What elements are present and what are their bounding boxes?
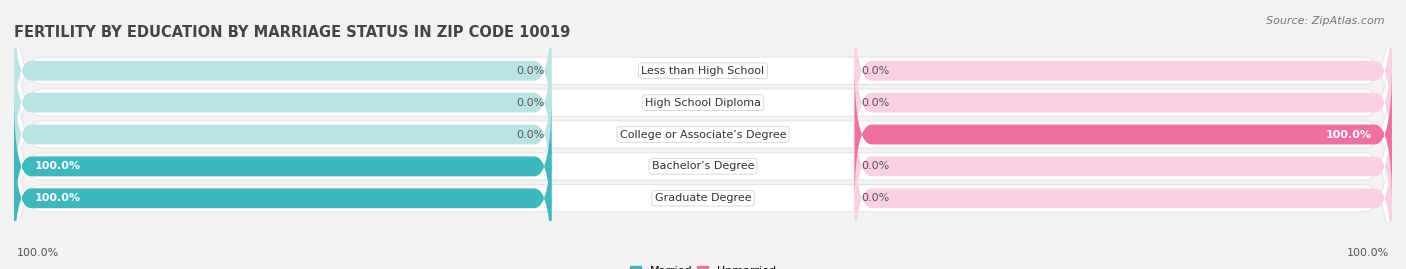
Text: Graduate Degree: Graduate Degree [655, 193, 751, 203]
FancyBboxPatch shape [14, 52, 1392, 269]
Text: 100.0%: 100.0% [1326, 129, 1371, 140]
Text: 0.0%: 0.0% [862, 66, 890, 76]
Text: Bachelor’s Degree: Bachelor’s Degree [652, 161, 754, 171]
Text: 100.0%: 100.0% [1347, 248, 1389, 258]
FancyBboxPatch shape [14, 0, 1392, 217]
FancyBboxPatch shape [855, 65, 1392, 204]
FancyBboxPatch shape [855, 97, 1392, 236]
Text: 0.0%: 0.0% [516, 66, 544, 76]
Text: 0.0%: 0.0% [862, 161, 890, 171]
FancyBboxPatch shape [14, 97, 551, 236]
Text: Less than High School: Less than High School [641, 66, 765, 76]
Text: 0.0%: 0.0% [862, 98, 890, 108]
Text: 0.0%: 0.0% [862, 193, 890, 203]
FancyBboxPatch shape [14, 128, 551, 268]
FancyBboxPatch shape [14, 65, 551, 204]
Text: 100.0%: 100.0% [17, 248, 59, 258]
Text: 0.0%: 0.0% [516, 98, 544, 108]
Legend: Married, Unmarried: Married, Unmarried [626, 261, 780, 269]
Text: 0.0%: 0.0% [516, 129, 544, 140]
Text: Source: ZipAtlas.com: Source: ZipAtlas.com [1267, 16, 1385, 26]
FancyBboxPatch shape [855, 1, 1392, 141]
FancyBboxPatch shape [14, 33, 551, 172]
FancyBboxPatch shape [14, 1, 551, 141]
FancyBboxPatch shape [14, 128, 551, 268]
FancyBboxPatch shape [855, 65, 1392, 204]
Text: College or Associate’s Degree: College or Associate’s Degree [620, 129, 786, 140]
Text: High School Diploma: High School Diploma [645, 98, 761, 108]
FancyBboxPatch shape [14, 84, 1392, 269]
FancyBboxPatch shape [14, 0, 1392, 185]
Text: FERTILITY BY EDUCATION BY MARRIAGE STATUS IN ZIP CODE 10019: FERTILITY BY EDUCATION BY MARRIAGE STATU… [14, 26, 571, 40]
FancyBboxPatch shape [14, 20, 1392, 249]
FancyBboxPatch shape [855, 128, 1392, 268]
Text: 100.0%: 100.0% [35, 193, 80, 203]
FancyBboxPatch shape [855, 33, 1392, 172]
FancyBboxPatch shape [14, 97, 551, 236]
Text: 100.0%: 100.0% [35, 161, 80, 171]
